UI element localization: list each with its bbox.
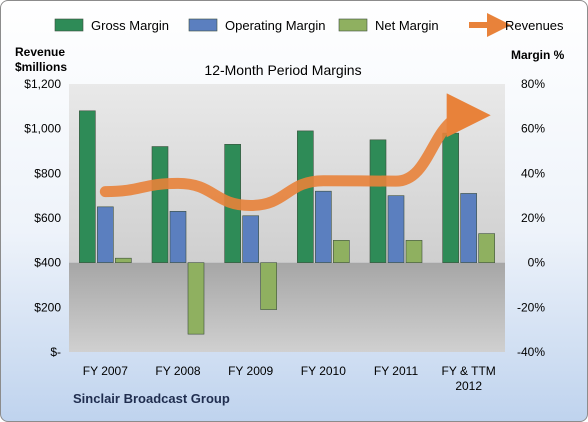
right-axis-ticks: -40% -20% 0% 20% 40% 60% 80% [517,77,545,359]
chart-title: 12-Month Period Margins [204,62,361,78]
right-tick-label: -40% [517,345,545,359]
operating-margin-bar [315,190,332,263]
gross-margin-bar [442,132,459,263]
legend-operating-margin-label: Operating Margin [225,18,325,33]
category-label: FY 2009 [228,364,273,378]
plot-area-upper [69,84,505,263]
right-tick-label: 0% [528,256,546,270]
gross-margin-bar [297,130,314,263]
left-tick-label: $800 [34,166,61,180]
legend-net-margin-swatch [338,18,368,32]
gross-margin-bar [79,110,96,263]
gross-margin-bar [151,146,169,263]
operating-margin-bar [242,215,259,263]
operating-margin-bar [387,195,405,263]
right-tick-label: 80% [521,77,545,91]
right-axis-title: Margin % [511,48,565,62]
left-tick-label: $- [50,345,61,359]
legend-gross-margin-label: Gross Margin [91,18,169,33]
left-axis-title-line1: Revenue [15,45,65,59]
category-label: FY 2011 [374,364,419,378]
operating-margin-bar [169,211,187,263]
revenue-line [99,93,491,211]
right-tick-label: 20% [521,211,545,225]
operating-margin-bar [97,206,114,263]
net-margin-bar [260,262,277,310]
left-tick-label: $200 [34,300,61,314]
right-tick-label: 40% [521,166,545,180]
legend-net-margin-label: Net Margin [375,18,439,33]
legend-operating-margin-swatch [188,18,218,32]
gross-margin-bar [369,139,387,263]
net-margin-bar [115,257,132,263]
legend-gross-margin-swatch [54,18,84,32]
net-margin-bar [187,262,205,335]
category-label: FY 2008 [155,364,200,378]
net-margin-bar [405,240,423,263]
category-label: FY 2007 [83,364,128,378]
left-tick-label: $1,200 [24,77,61,91]
legend: Gross Margin Operating Margin Net Margin Re… [54,13,564,37]
left-tick-label: $600 [34,211,61,225]
plot-area-lower [69,262,505,352]
operating-margin-bar [460,193,477,263]
left-tick-label: $1,000 [24,122,61,136]
legend-revenues-label: Revenues [505,18,564,33]
left-axis-ticks: $- $200 $400 $600 $800 $1,000 $1,200 [24,77,61,359]
net-margin-bar [478,233,495,263]
net-margin-bar [333,240,350,263]
bars-group [79,110,495,335]
right-tick-label: 60% [521,122,545,136]
left-axis-title-line2: $millions [15,60,67,74]
revenue-line-group [99,93,491,211]
category-label: FY 2010 [301,364,346,378]
company-name: Sinclair Broadcast Group [73,391,230,406]
category-label: FY & TTM 2012 [442,364,496,393]
left-tick-label: $400 [34,256,61,270]
right-tick-label: -20% [517,300,545,314]
category-labels: FY 2007 FY 2008 FY 2009 FY 2010 FY 2011 FY & … [83,364,496,393]
